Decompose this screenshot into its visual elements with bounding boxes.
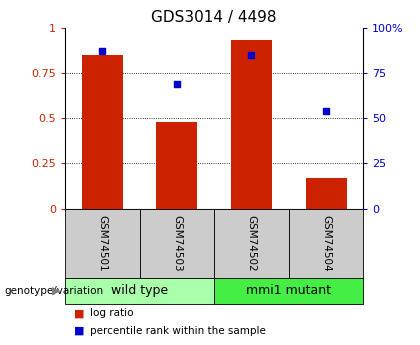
- Point: [323, 108, 329, 114]
- Bar: [305, 178, 346, 209]
- Text: ▶: ▶: [52, 286, 61, 296]
- Text: GSM74504: GSM74504: [321, 215, 331, 272]
- Text: log ratio: log ratio: [90, 308, 134, 318]
- Point: [248, 52, 255, 58]
- Bar: [82, 55, 123, 209]
- Text: wild type: wild type: [111, 284, 168, 297]
- Text: GSM74503: GSM74503: [172, 215, 182, 272]
- Text: genotype/variation: genotype/variation: [4, 286, 103, 296]
- Text: ■: ■: [74, 308, 84, 318]
- Text: GSM74502: GSM74502: [247, 215, 257, 272]
- Point: [99, 48, 106, 54]
- Point: [173, 81, 180, 87]
- Text: percentile rank within the sample: percentile rank within the sample: [90, 326, 266, 335]
- Bar: [231, 40, 272, 209]
- Bar: [156, 122, 197, 209]
- Text: GSM74501: GSM74501: [97, 215, 108, 272]
- Title: GDS3014 / 4498: GDS3014 / 4498: [152, 10, 277, 25]
- Text: mmi1 mutant: mmi1 mutant: [246, 284, 331, 297]
- Text: ■: ■: [74, 326, 84, 335]
